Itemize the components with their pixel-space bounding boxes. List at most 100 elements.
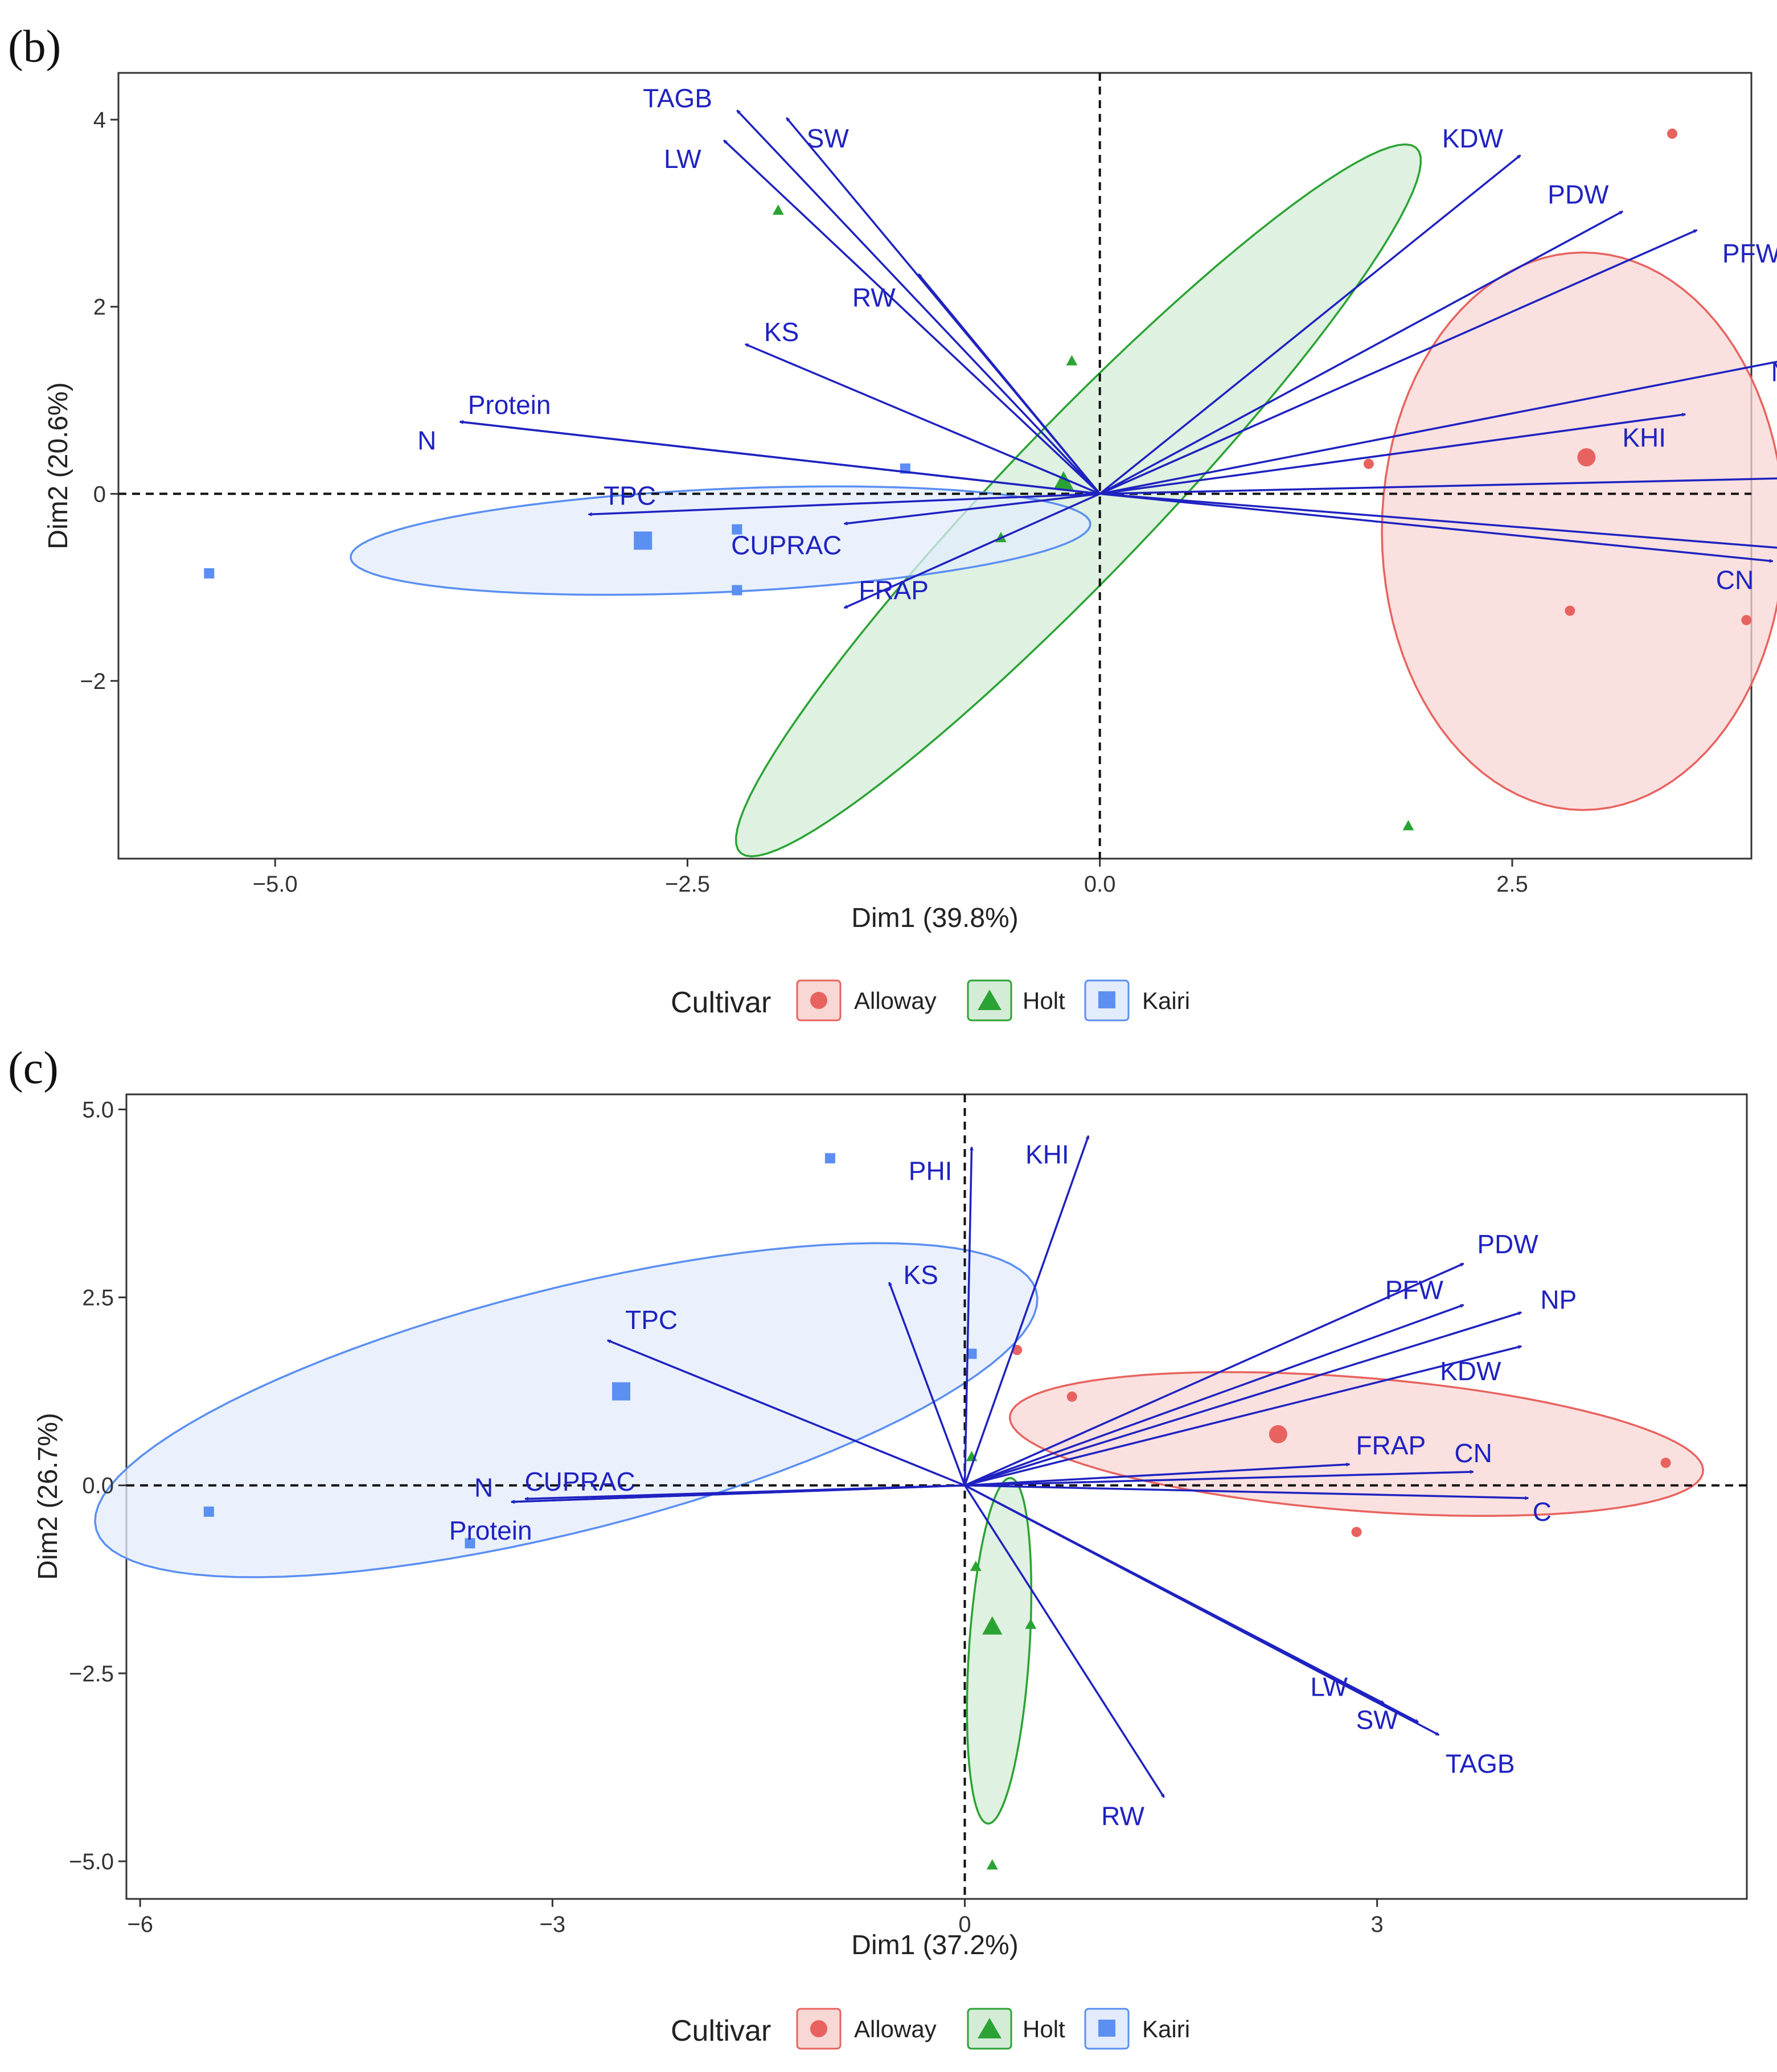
loading-arrow-tagb — [736, 109, 1101, 495]
panel-c-arrows — [511, 1136, 1528, 1798]
legend-item-alloway: Alloway — [796, 2008, 937, 2050]
loading-arrow-tpc — [608, 1339, 966, 1487]
x-tick-label: 3 — [1371, 1912, 1384, 1937]
panel-b-y-axis: −2 0 2 4 — [80, 108, 118, 694]
panel-b-zero-lines — [118, 73, 1751, 859]
x-tick-label: 0.0 — [1084, 872, 1116, 897]
loading-arrow-rw — [964, 1484, 1165, 1798]
variable-label-lw: LW — [664, 144, 701, 174]
y-tick-label: 0 — [93, 482, 106, 507]
panel-c: (c) PHI KHI KS TPC N CUPRAC Protein PDW PFW NP KDW… — [8, 1043, 1748, 2050]
point-alloway — [1565, 605, 1575, 616]
panel-c-y-axis-title: Dim2 (26.7%) — [33, 1413, 63, 1579]
point-kairi — [824, 1153, 835, 1164]
loading-arrow-np — [964, 1311, 1521, 1487]
loading-arrow-khi — [1099, 415, 1685, 495]
loading-arrow-cn — [965, 1472, 1473, 1487]
loading-arrow-cuprac — [844, 493, 1100, 524]
panel-b-variable-labels: TAGB SW LW RW KS Protein N TPC CUPRAC FRAP KDW PDW P… — [417, 83, 1777, 605]
variable-label-rw: RW — [1101, 1802, 1144, 1831]
y-tick-label: 2 — [93, 295, 106, 320]
panel-c-y-axis: −5.0 −2.5 0.0 2.5 5.0 — [69, 1097, 126, 1874]
point-kairi — [966, 1348, 977, 1359]
point-kairi — [732, 524, 742, 535]
variable-label-tpc: TPC — [604, 481, 656, 511]
point-alloway — [1660, 1458, 1671, 1468]
loading-arrow-np — [1099, 360, 1777, 495]
panel-c-variable-labels: PHI KHI KS TPC N CUPRAC Protein PDW PFW NP KDW FRAP… — [449, 1140, 1577, 1831]
variable-label-pdw: PDW — [1548, 180, 1609, 210]
variable-label-cuprac: CUPRAC — [731, 531, 842, 560]
point-alloway — [1741, 615, 1752, 626]
loading-arrow-ks — [888, 1282, 966, 1486]
point-kairi — [465, 1538, 475, 1549]
variable-label-pfw: PFW — [1385, 1275, 1444, 1304]
legend-triangle-icon — [978, 990, 1002, 1010]
variable-label-khi: KHI — [1622, 423, 1666, 453]
point-holt — [986, 1859, 998, 1870]
variable-label-kdw: KDW — [1440, 1356, 1501, 1386]
panel-b-y-axis-title: Dim2 (20.6%) — [43, 382, 73, 549]
variable-label-sw: SW — [1356, 1705, 1399, 1735]
loading-arrow-n — [460, 422, 1100, 495]
variable-label-protein: Protein — [449, 1516, 532, 1545]
variable-label-np: NP — [1771, 358, 1777, 387]
panel-c-ellipses — [94, 1242, 1705, 1825]
variable-label-tpc: TPC — [625, 1305, 678, 1335]
y-tick-label: −2.5 — [69, 1661, 114, 1687]
point-alloway — [1351, 1527, 1362, 1537]
legend-triangle-icon — [978, 2018, 1002, 2038]
loading-arrow-tpc — [589, 493, 1100, 514]
variable-label-pdw: PDW — [1477, 1229, 1538, 1259]
centroid-kairi — [634, 531, 652, 550]
loading-arrow-phi — [963, 1147, 971, 1486]
loading-arrow-ks — [745, 343, 1101, 495]
variable-label-cuprac: CUPRAC — [524, 1467, 635, 1496]
x-tick-label: −5.0 — [253, 872, 298, 897]
y-tick-label: −5.0 — [69, 1849, 114, 1874]
variable-label-phi: PHI — [909, 1156, 953, 1186]
y-tick-label: 2.5 — [82, 1286, 114, 1311]
loading-arrow-pfw — [1099, 229, 1697, 495]
loading-arrow-c — [965, 1484, 1528, 1498]
point-holt — [772, 204, 784, 215]
point-alloway — [1363, 458, 1374, 469]
legend-item-kairi: Kairi — [1084, 2008, 1190, 2050]
variable-label-frap: FRAP — [1356, 1431, 1426, 1460]
legend-circle-icon — [810, 2020, 827, 2037]
point-holt — [970, 1560, 982, 1572]
legend-square-icon — [1098, 991, 1115, 1008]
loading-arrow-pdw — [964, 1262, 1463, 1487]
loading-arrow-cn — [1099, 493, 1773, 561]
variable-label-np: NP — [1540, 1285, 1577, 1315]
variable-label-tagb: TAGB — [1446, 1749, 1515, 1778]
point-alloway — [1066, 1391, 1077, 1402]
point-kairi — [204, 568, 215, 578]
ellipse-holt — [734, 143, 1422, 857]
x-tick-label: −3 — [540, 1912, 566, 1937]
loading-arrow-kdw — [965, 1346, 1521, 1487]
loading-arrow-pfw — [964, 1304, 1463, 1487]
variable-label-frap: FRAP — [859, 576, 929, 605]
legend-item-alloway: Alloway — [796, 979, 937, 1021]
legend-square-icon — [1098, 2020, 1115, 2037]
variable-label-ks: KS — [904, 1260, 938, 1290]
variable-label-kdw: KDW — [1442, 124, 1504, 153]
panel-b-x-axis: −5.0 −2.5 0.0 2.5 — [253, 859, 1528, 897]
legend-item-kairi: Kairi — [1084, 979, 1190, 1021]
panel-c-x-axis-title: Dim1 (37.2%) — [851, 1930, 1018, 1960]
panel-b-arrows — [460, 109, 1777, 609]
point-holt — [1402, 820, 1414, 831]
y-tick-label: 5.0 — [82, 1097, 114, 1122]
legend-label-holt: Holt — [1023, 987, 1065, 1014]
x-tick-label: −2.5 — [665, 872, 710, 897]
variable-label-n: N — [417, 426, 436, 456]
panel-b-legend: Cultivar Alloway Holt Kairi — [671, 979, 1190, 1021]
panel-c-legend-title: Cultivar — [671, 2014, 771, 2048]
variable-label-sw: SW — [807, 124, 849, 153]
y-tick-label: −2 — [80, 669, 106, 694]
panel-b: (b) TAGB SW LW RW KS Protein N TPC CUPRAC FRAP KDW… — [8, 22, 1777, 1021]
point-kairi — [732, 585, 742, 596]
y-tick-label: 0.0 — [82, 1474, 114, 1499]
legend-label-kairi: Kairi — [1142, 987, 1190, 1014]
